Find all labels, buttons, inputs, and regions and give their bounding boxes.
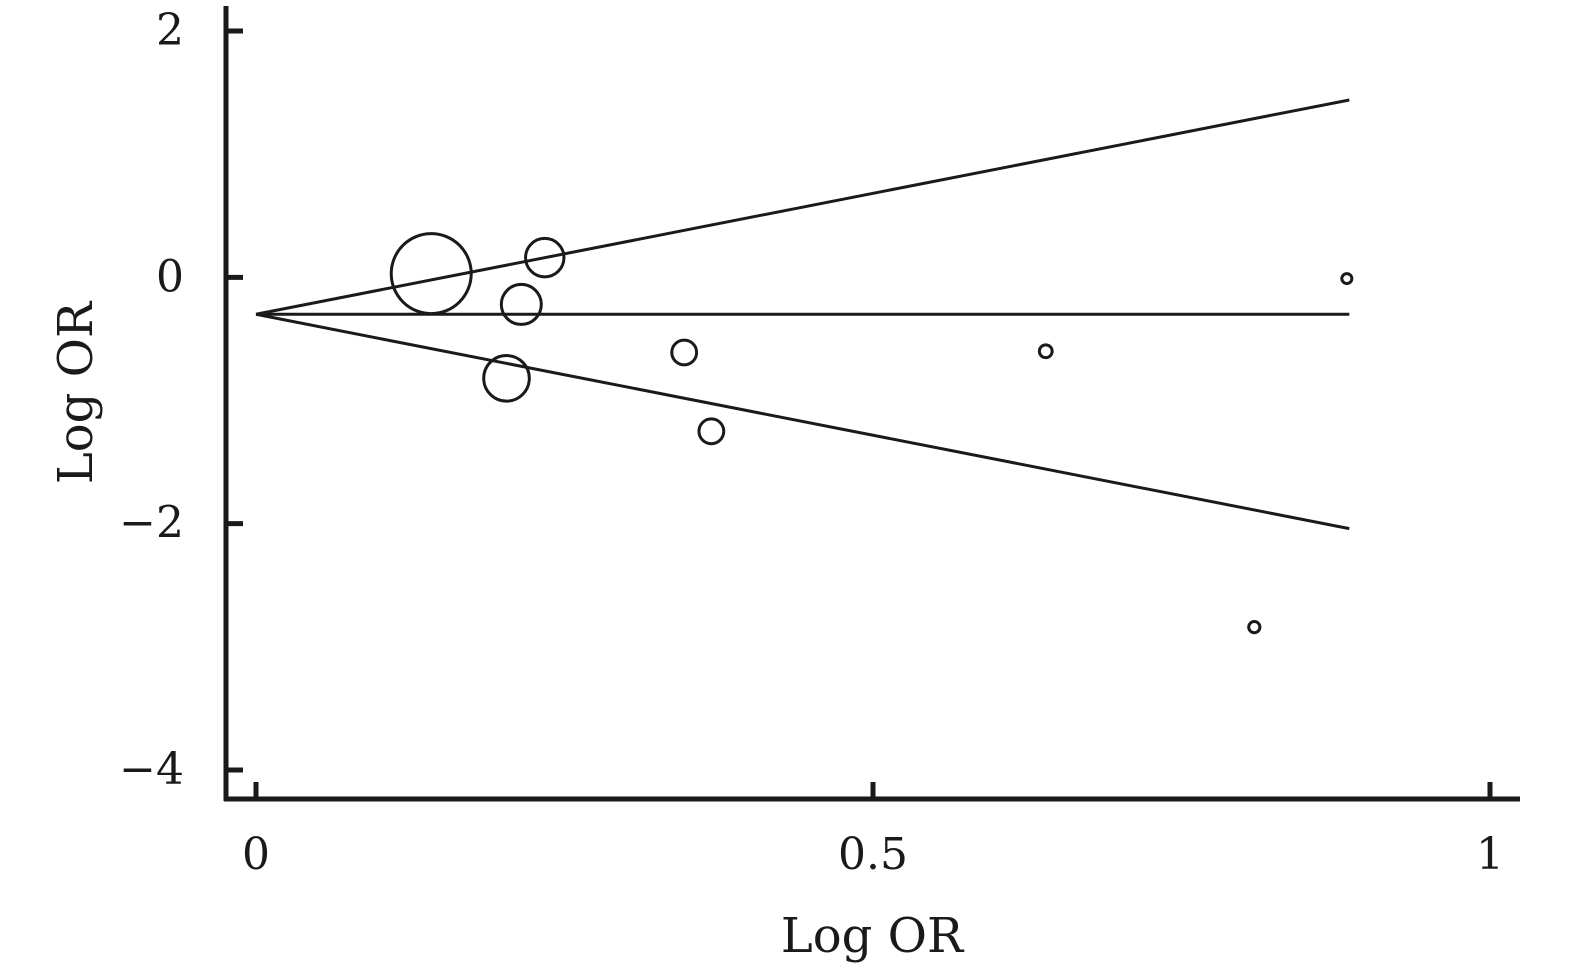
study-point-3 <box>482 354 531 403</box>
x-tick-label-1: 0.5 <box>838 829 908 880</box>
x-tick-label-0: 0 <box>242 829 270 880</box>
x-axis-ticks: 0 0.5 1 <box>242 782 1504 880</box>
axes <box>223 6 1520 802</box>
x-axis-title: Log OR <box>781 908 965 964</box>
study-point-4 <box>670 338 699 367</box>
y-tick-label-1: 0 <box>156 251 184 302</box>
upper-confidence-limit-line <box>255 98 1350 316</box>
funnel-lines <box>255 98 1350 531</box>
y-axis-title: Log OR <box>48 300 104 484</box>
y-tick-label-2: −2 <box>119 498 184 549</box>
study-point-6 <box>1037 343 1054 360</box>
y-axis-ticks: 2 0 −2 −4 <box>119 5 243 795</box>
study-point-5 <box>697 417 726 446</box>
y-tick-label-0: 2 <box>156 5 184 56</box>
lower-confidence-limit-line <box>255 312 1350 531</box>
study-point-1 <box>524 236 566 279</box>
x-tick-label-2: 1 <box>1476 829 1504 880</box>
study-point-8 <box>1340 272 1354 286</box>
study-points <box>389 232 1354 635</box>
y-tick-label-3: −4 <box>119 744 184 795</box>
study-point-7 <box>1247 620 1262 635</box>
study-point-2 <box>499 282 543 326</box>
study-point-0 <box>389 232 473 316</box>
